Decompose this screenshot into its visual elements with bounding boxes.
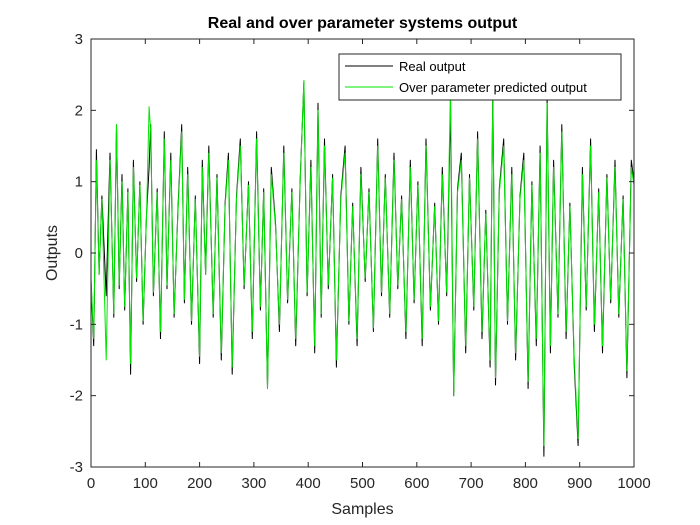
legend: Real output Over parameter predicted out… [338, 53, 622, 101]
ticks-layer: 0 100 200 300 400 500 600 700 800 900 1000 3 2 1 0 -1 -2… [70, 31, 651, 492]
legend-box [338, 53, 622, 101]
x-tick-label: 600 [404, 475, 429, 492]
legend-label-predicted-output: Over parameter predicted output [399, 80, 587, 95]
y-axis-label: Outputs [44, 225, 61, 281]
x-tick-label: 800 [513, 475, 538, 492]
y-tick-label: -1 [70, 316, 83, 333]
y-tick-label: -3 [70, 459, 83, 476]
x-tick-label: 400 [296, 475, 321, 492]
y-tick-label: 0 [75, 245, 83, 262]
y-tick-label: 1 [75, 174, 83, 191]
x-tick-label: 700 [459, 475, 484, 492]
x-tick-label: 0 [87, 475, 95, 492]
x-tick-label: 1000 [617, 475, 650, 492]
plot-area: 0 100 200 300 400 500 600 700 800 900 1000 3 2 1 0 -1 -2… [70, 31, 651, 492]
chart-title: Real and over parameter systems output [208, 15, 518, 32]
x-tick-label: 300 [241, 475, 266, 492]
y-tick-label: -2 [70, 388, 83, 405]
x-tick-label: 200 [187, 475, 212, 492]
y-tick-label: 3 [75, 31, 83, 48]
legend-label-real-output: Real output [399, 59, 466, 74]
x-tick-label: 100 [133, 475, 158, 492]
series-line-predicted-output [90, 79, 635, 447]
series-layer [90, 79, 635, 457]
y-tick-label: 2 [75, 102, 83, 119]
x-axis-label: Samples [331, 501, 393, 518]
x-tick-label: 500 [350, 475, 375, 492]
x-tick-label: 900 [567, 475, 592, 492]
